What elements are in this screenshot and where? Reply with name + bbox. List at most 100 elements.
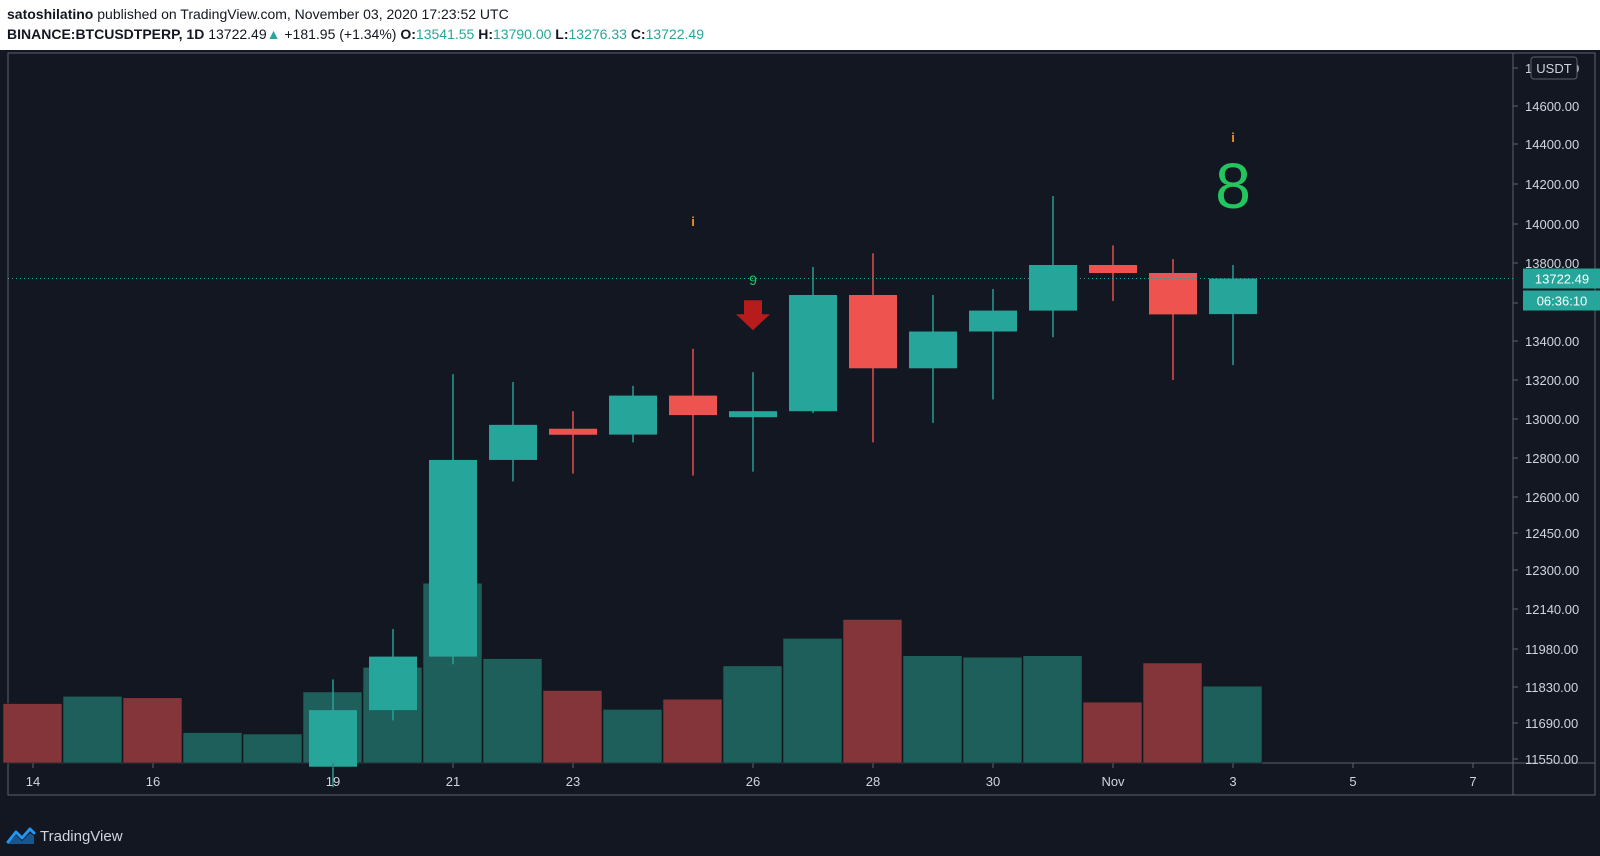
volume-bar (62, 695, 123, 764)
volume-bar (1022, 655, 1083, 764)
volume-bar (722, 665, 783, 764)
time-tick-label: 19 (326, 774, 340, 789)
currency-badge: USDT (1530, 56, 1578, 80)
time-tick-label: 21 (446, 774, 460, 789)
down-arrow-shape (736, 300, 770, 331)
candle-body (1029, 265, 1077, 311)
chart-header: satoshilatino published on TradingView.c… (0, 0, 1600, 50)
last-price: 13722.49 (208, 26, 267, 42)
candle-body (789, 295, 837, 412)
price-tick-label: 13400.00 (1525, 334, 1579, 349)
last-price-tag-label: 13722.49 (1535, 272, 1589, 287)
candle-body (729, 411, 777, 418)
candlestick-chart[interactable]: i 9 i 8 11550.00 11690.00 11830.00 11980.00 121… (0, 50, 1600, 816)
symbol-name[interactable]: BINANCE:BTCUSDTPERP, 1D (7, 26, 205, 42)
symbol-line: BINANCE:BTCUSDTPERP, 1D 13722.49▲ +181.9… (7, 26, 704, 42)
price-tick-label: 13800.00 (1525, 256, 1579, 271)
time-tick-label: 3 (1229, 774, 1236, 789)
volume-bar (482, 658, 543, 764)
published-text: published on TradingView.com, November 0… (97, 6, 509, 22)
price-tick-label: 11550.00 (1525, 752, 1578, 767)
countdown-tag: 06:36:10 (1523, 290, 1600, 311)
time-tick-label: 14 (26, 774, 40, 789)
volume-bar (962, 656, 1023, 764)
price-tick-label: 12300.00 (1525, 563, 1579, 578)
close-value: 13722.49 (645, 26, 704, 42)
volume-bar (782, 637, 843, 764)
price-tick-label: 11980.00 (1525, 642, 1578, 657)
time-tick-label: 28 (866, 774, 880, 789)
close-label: C: (630, 26, 646, 42)
price-tick-label: 13000.00 (1525, 412, 1579, 427)
volume-bars (2, 582, 1263, 764)
volume-bar (182, 732, 243, 764)
price-tick-label: 13200.00 (1525, 373, 1579, 388)
price-tick-label: 12600.00 (1525, 490, 1579, 505)
price-change: +181.95 (+1.34%) (284, 26, 397, 42)
price-tick-label: 14000.00 (1525, 217, 1579, 232)
sequence-count-small: 9 (749, 272, 757, 288)
countdown-tag-box (1523, 290, 1600, 311)
time-tick-label: 5 (1349, 774, 1356, 789)
price-tick-label: 14400.00 (1525, 137, 1579, 152)
author-name[interactable]: satoshilatino (7, 6, 94, 22)
annotations: i 9 i 8 (691, 130, 1251, 331)
time-tick-label: Nov (1101, 774, 1125, 789)
candle-body (849, 295, 897, 369)
candle-body (369, 656, 417, 711)
time-tick-label: 23 (566, 774, 580, 789)
price-tick-label: 14200.00 (1525, 177, 1579, 192)
publish-line: satoshilatino published on TradingView.c… (7, 6, 509, 22)
volume-bar (1142, 662, 1203, 764)
high-value: 13790.00 (493, 26, 552, 42)
price-tick-label: 11690.00 (1525, 716, 1578, 731)
info-marker: i (691, 214, 695, 229)
volume-bar (1202, 685, 1263, 764)
tradingview-brand[interactable]: TradingView (40, 828, 123, 845)
volume-bar (902, 655, 963, 764)
low-label: L: (555, 26, 569, 42)
price-tick-label: 12450.00 (1525, 526, 1579, 541)
volume-bar (242, 733, 303, 764)
chart-area[interactable]: i 9 i 8 11550.00 11690.00 11830.00 11980.00 121… (0, 50, 1600, 816)
price-axis: 11550.00 11690.00 11830.00 11980.00 12140.00… (1513, 56, 1600, 767)
candles (8, 196, 1513, 788)
candle-body (1089, 265, 1137, 273)
time-tick-label: 7 (1469, 774, 1476, 789)
volume-bar (542, 690, 603, 764)
price-tick-label: 11830.00 (1525, 680, 1578, 695)
last-price-tag: 13722.49 (1523, 268, 1600, 289)
open-label: O: (400, 26, 416, 42)
volume-bar (662, 698, 723, 764)
open-value: 13541.55 (415, 26, 475, 42)
countdown-tag-label: 06:36:10 (1537, 294, 1588, 309)
candle-body (489, 424, 537, 460)
last-price-tag-box (1523, 268, 1600, 289)
price-tick-label: 12140.00 (1525, 602, 1579, 617)
down-arrow-icon (736, 300, 770, 331)
candle-body (549, 428, 597, 435)
up-triangle-icon: ▲ (266, 26, 281, 42)
sequence-count-large: 8 (1215, 150, 1251, 222)
time-tick-label: 30 (986, 774, 1000, 789)
candle-body (429, 459, 477, 657)
candle-body (669, 395, 717, 416)
currency-badge-box (1530, 56, 1578, 80)
volume-bar (602, 709, 663, 764)
price-tick-label: 12800.00 (1525, 451, 1579, 466)
volume-bar (842, 619, 903, 764)
tradingview-logo-icon[interactable] (6, 826, 36, 846)
volume-bar (1082, 701, 1143, 764)
price-tick-label: 14600.00 (1525, 99, 1579, 114)
time-tick-label: 26 (746, 774, 760, 789)
chart-border (7, 52, 1596, 796)
footer: TradingView (0, 816, 1600, 856)
time-tick-label: 16 (146, 774, 160, 789)
candle-body (969, 310, 1017, 332)
info-marker: i (1231, 130, 1235, 145)
candle-body (309, 710, 357, 767)
volume-bar (122, 697, 183, 764)
candle-body (1209, 278, 1257, 315)
candle-body (609, 395, 657, 435)
currency-badge-label: USDT (1536, 61, 1571, 76)
